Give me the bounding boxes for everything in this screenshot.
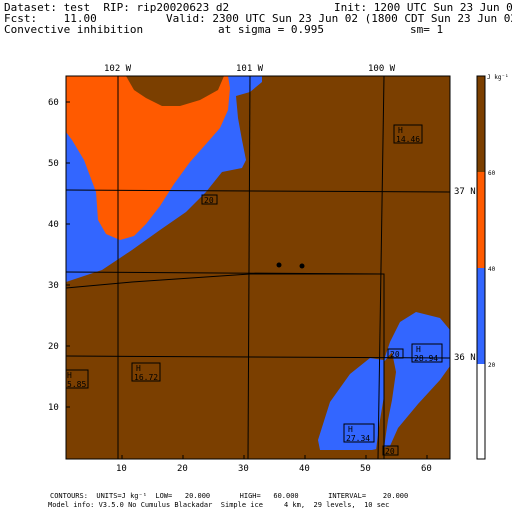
- forecast-hour: Fcst: 11.00: [4, 12, 97, 25]
- colorbar-label: 40: [488, 266, 496, 273]
- y-tick-label: 20: [48, 342, 59, 352]
- high-label: H: [67, 371, 72, 380]
- axis-ticks: [66, 101, 428, 459]
- colorbar-segment: [477, 76, 485, 172]
- contour-info: CONTOURS: UNITS=J kg⁻¹ LOW= 20.000 HIGH=…: [50, 492, 409, 500]
- cin-brown-gap-southeast: [376, 352, 396, 450]
- colorbar-segment: [477, 172, 485, 268]
- init-time: Init: 1200 UTC Sun 23 Jun 02: [334, 1, 512, 14]
- colorbar-label: 20: [488, 362, 496, 369]
- sigma-level: at sigma = 0.995: [218, 23, 324, 36]
- x-tick-label: 40: [299, 464, 310, 474]
- colorbar-unit: J kg⁻¹: [487, 74, 509, 81]
- lon-label: 101 W: [236, 64, 264, 74]
- x-tick-label: 10: [116, 464, 127, 474]
- contour-label: 20: [204, 196, 214, 205]
- high-label: H: [398, 126, 403, 135]
- contour-labels: 20 20 20: [201, 194, 404, 456]
- high-value: 16.72: [134, 373, 158, 382]
- y-tick-label: 40: [48, 220, 59, 230]
- smoothing-label: sm= 1: [410, 23, 444, 36]
- field-name: Convective inhibition: [4, 23, 144, 36]
- lat-label: 37 N: [454, 187, 476, 197]
- colorbar: J kg⁻¹ 60 40 20: [476, 74, 509, 460]
- high-value: 27.34: [346, 434, 370, 443]
- valid-time: Valid: 2300 UTC Sun 23 Jun 02 (1800 CDT …: [166, 12, 512, 25]
- axis-labels: 102 W 101 W 100 W 37 N 36 N 60 50 40 30 …: [48, 64, 476, 474]
- colorbar-segment: [477, 364, 485, 459]
- y-tick-label: 30: [48, 281, 59, 291]
- station-dot: [276, 262, 282, 268]
- state-boundary: [65, 273, 385, 459]
- high-value: 28.94: [414, 354, 438, 363]
- x-tick-label: 50: [360, 464, 371, 474]
- high-markers: H 14.46 H 28.94 H 16.72 H 27.34 H 5.85: [65, 124, 443, 443]
- contour-label: 20: [390, 350, 400, 359]
- dataset-label: Dataset: test RIP: rip20020623 d2: [4, 1, 230, 14]
- high-value: 5.85: [67, 380, 86, 389]
- colorbar-segment: [477, 268, 485, 364]
- x-tick-label: 20: [177, 464, 188, 474]
- lat-label: 36 N: [454, 353, 476, 363]
- y-tick-label: 50: [48, 159, 59, 169]
- high-label: H: [348, 425, 353, 434]
- cin-orange-region-northwest: [66, 76, 230, 240]
- model-info: Model info: V3.5.0 No Cumulus Blackadar …: [48, 501, 390, 509]
- lon-label: 102 W: [104, 64, 132, 74]
- high-value: 14.46: [396, 135, 420, 144]
- contour-label: 20: [385, 447, 395, 456]
- lon-label: 100 W: [368, 64, 396, 74]
- station-dot: [299, 263, 305, 269]
- x-tick-label: 30: [238, 464, 249, 474]
- high-label: H: [136, 364, 141, 373]
- y-tick-label: 10: [48, 403, 59, 413]
- colorbar-label: 60: [488, 170, 496, 177]
- plot-frame: [65, 75, 451, 460]
- y-tick-label: 60: [48, 98, 59, 108]
- x-tick-label: 60: [421, 464, 432, 474]
- cin-brown-notch-north: [126, 76, 224, 106]
- high-label: H: [416, 345, 421, 354]
